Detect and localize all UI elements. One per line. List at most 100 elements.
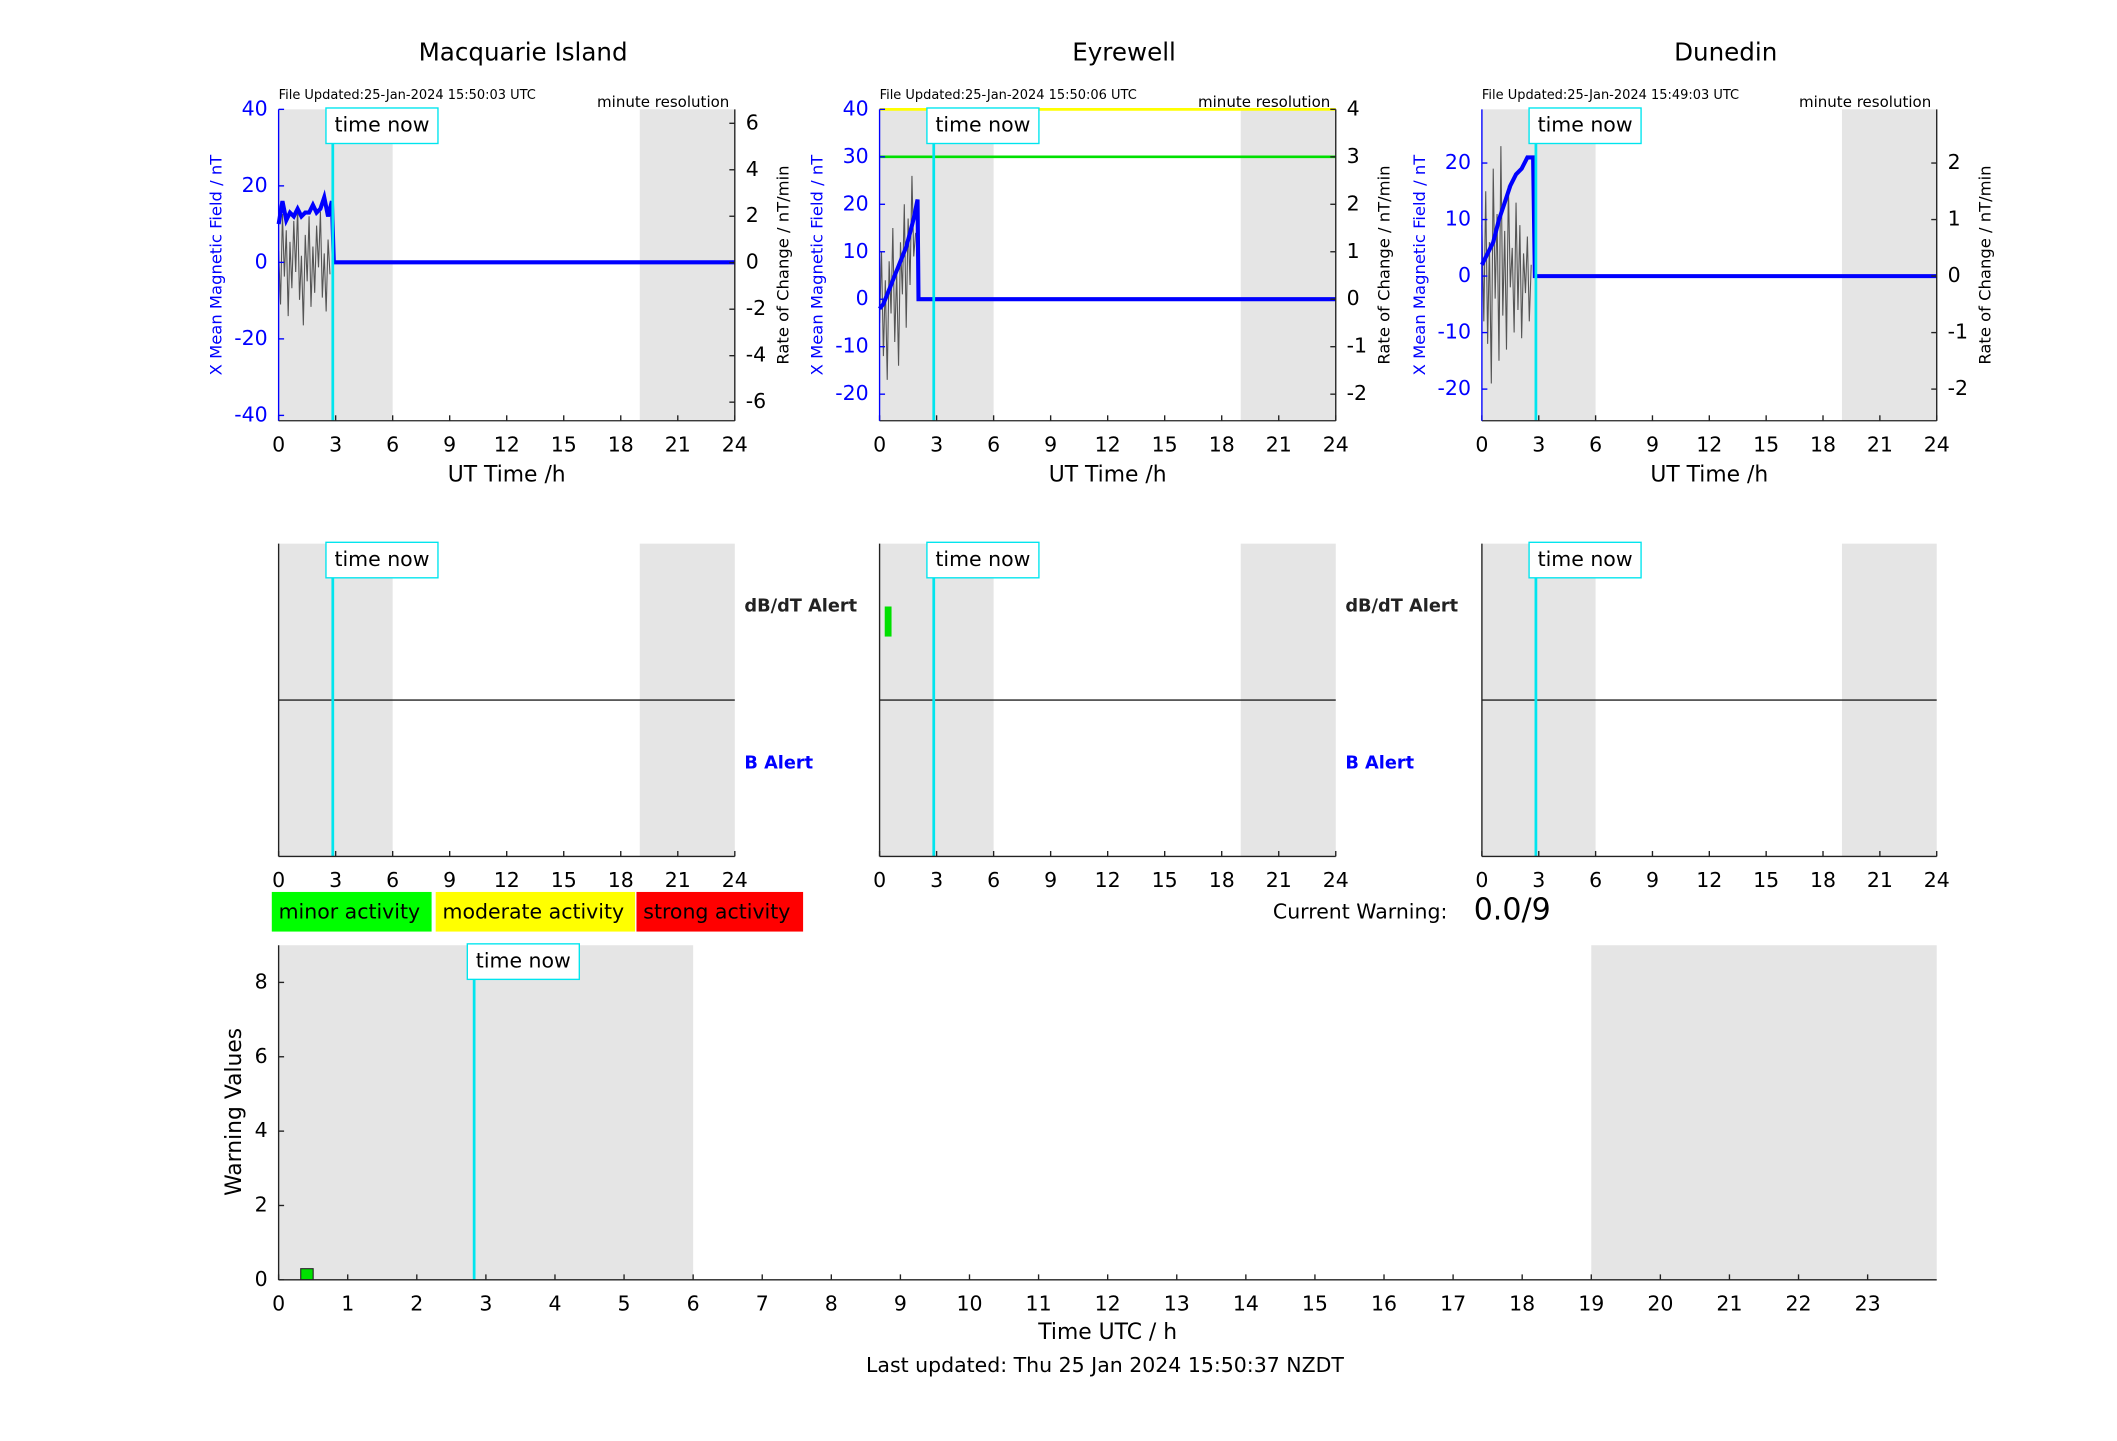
y-axis-label: X Mean Magnetic Field / nT [207,154,226,376]
x-tick-label: 4 [548,1291,561,1315]
y-tick-label: -10 [835,334,868,358]
activity-level-swatch [271,891,432,932]
x-axis-label: UT Time /h [1049,462,1167,487]
x-tick-label: 20 [1647,1291,1673,1315]
y2-tick-label: -6 [746,389,766,413]
time-now-label: time now [1538,113,1633,137]
time-now-box [926,107,1040,145]
x-tick-label: 9 [894,1291,907,1315]
x-tick-label: 0 [873,868,886,892]
y-tick-label: -20 [1438,376,1471,400]
data-line [276,189,735,265]
y-tick-label: 8 [255,969,268,993]
y-tick-label: 40 [843,96,869,120]
y2-tick-label: 4 [746,157,759,181]
y-axis-label: X Mean Magnetic Field / nT [808,154,827,376]
x-tick-label: 21 [1867,432,1893,456]
x-tick-label: 12 [1696,432,1722,456]
y2-tick-label: -4 [746,343,766,367]
y-tick-label: 0 [255,1267,268,1291]
night-shading [1591,945,1937,1280]
x-tick-label: 23 [1855,1291,1881,1315]
x-tick-label: 21 [1867,868,1893,892]
time-now-label: time now [935,547,1030,571]
x-tick-label: 15 [1753,868,1779,892]
x-tick-label: 0 [873,432,886,456]
night-shading [1841,109,1937,421]
x-tick-label: 15 [1753,432,1779,456]
y-axis-label: Warning Values [222,1028,247,1196]
time-now-box [926,541,1040,579]
alert-row-label: dB/dT Alert [744,597,857,617]
y2-tick-label: 4 [1347,96,1360,120]
time-now-label: time now [334,547,429,571]
x-tick-label: 24 [722,868,748,892]
y-tick-label: 20 [1445,150,1471,174]
x-tick-label: 0 [272,868,285,892]
x-tick-label: 0 [272,1291,285,1315]
night-shading [278,109,393,421]
night-shading [639,109,735,421]
x-tick-label: 3 [1532,868,1545,892]
y-tick-label: -20 [835,381,868,405]
y-tick-label: 2 [255,1192,268,1216]
x-tick-label: 22 [1786,1291,1812,1315]
x-axis-label: UT Time /h [448,462,566,487]
x-tick-label: 18 [608,432,634,456]
x-tick-label: 21 [1716,1291,1742,1315]
y-tick-label: 4 [255,1118,268,1142]
y-tick-label: 0 [856,286,869,310]
x-tick-label: 7 [756,1291,769,1315]
x-tick-label: 15 [551,868,577,892]
x-tick-label: 11 [1026,1291,1052,1315]
x-tick-label: 1 [341,1291,354,1315]
x-axis-label: UT Time /h [1650,462,1768,487]
x-tick-label: 16 [1371,1291,1397,1315]
x-tick-label: 3 [329,868,342,892]
x-tick-label: 18 [1810,868,1836,892]
data-line [877,199,1336,311]
x-tick-label: 24 [722,432,748,456]
x-tick-label: 24 [1924,432,1950,456]
dbdt-alert-mark [884,606,892,637]
y-tick-label: 10 [1445,207,1471,231]
resolution-note: minute resolution [597,93,729,111]
y-tick-label: 30 [843,144,869,168]
time-now-label: time now [935,113,1030,137]
y2-tick-label: -2 [1347,381,1367,405]
chart-title: Eyrewell [1072,37,1176,66]
activity-level-swatch [435,891,636,932]
y2-tick-label: 0 [1347,286,1360,310]
x-tick-label: 24 [1323,868,1349,892]
x-tick-label: 3 [930,868,943,892]
x-tick-label: 0 [272,432,285,456]
x-tick-label: 18 [608,868,634,892]
time-now-box [1528,107,1642,145]
x-tick-label: 21 [1266,868,1292,892]
x-tick-label: 15 [1152,868,1178,892]
x-tick-label: 9 [1646,432,1659,456]
y2-tick-label: 2 [1948,150,1961,174]
y2-axis-label: Rate of Change / nT/min [773,165,792,364]
x-tick-label: 6 [687,1291,700,1315]
activity-level-label: moderate activity [443,899,625,923]
y2-tick-label: -2 [1948,376,1968,400]
x-tick-label: 12 [1095,1291,1121,1315]
x-tick-label: 15 [1152,432,1178,456]
x-tick-label: 24 [1323,432,1349,456]
x-tick-label: 9 [1044,432,1057,456]
y2-tick-label: 0 [1948,263,1961,287]
y2-axis-label: Rate of Change / nT/min [1374,165,1393,364]
time-now-box [325,541,439,579]
y-tick-label: 40 [242,96,268,120]
time-now-label: time now [1538,547,1633,571]
warning-bar [300,1268,314,1281]
x-tick-label: 18 [1209,868,1235,892]
x-tick-label: 14 [1233,1291,1259,1315]
alert-row-label: B Alert [744,754,813,774]
y2-tick-label: 1 [1948,207,1961,231]
y2-axis-label: Rate of Change / nT/min [1975,165,1994,364]
x-tick-label: 9 [1044,868,1057,892]
data-line [1481,146,1532,384]
y-tick-label: 10 [843,239,869,263]
